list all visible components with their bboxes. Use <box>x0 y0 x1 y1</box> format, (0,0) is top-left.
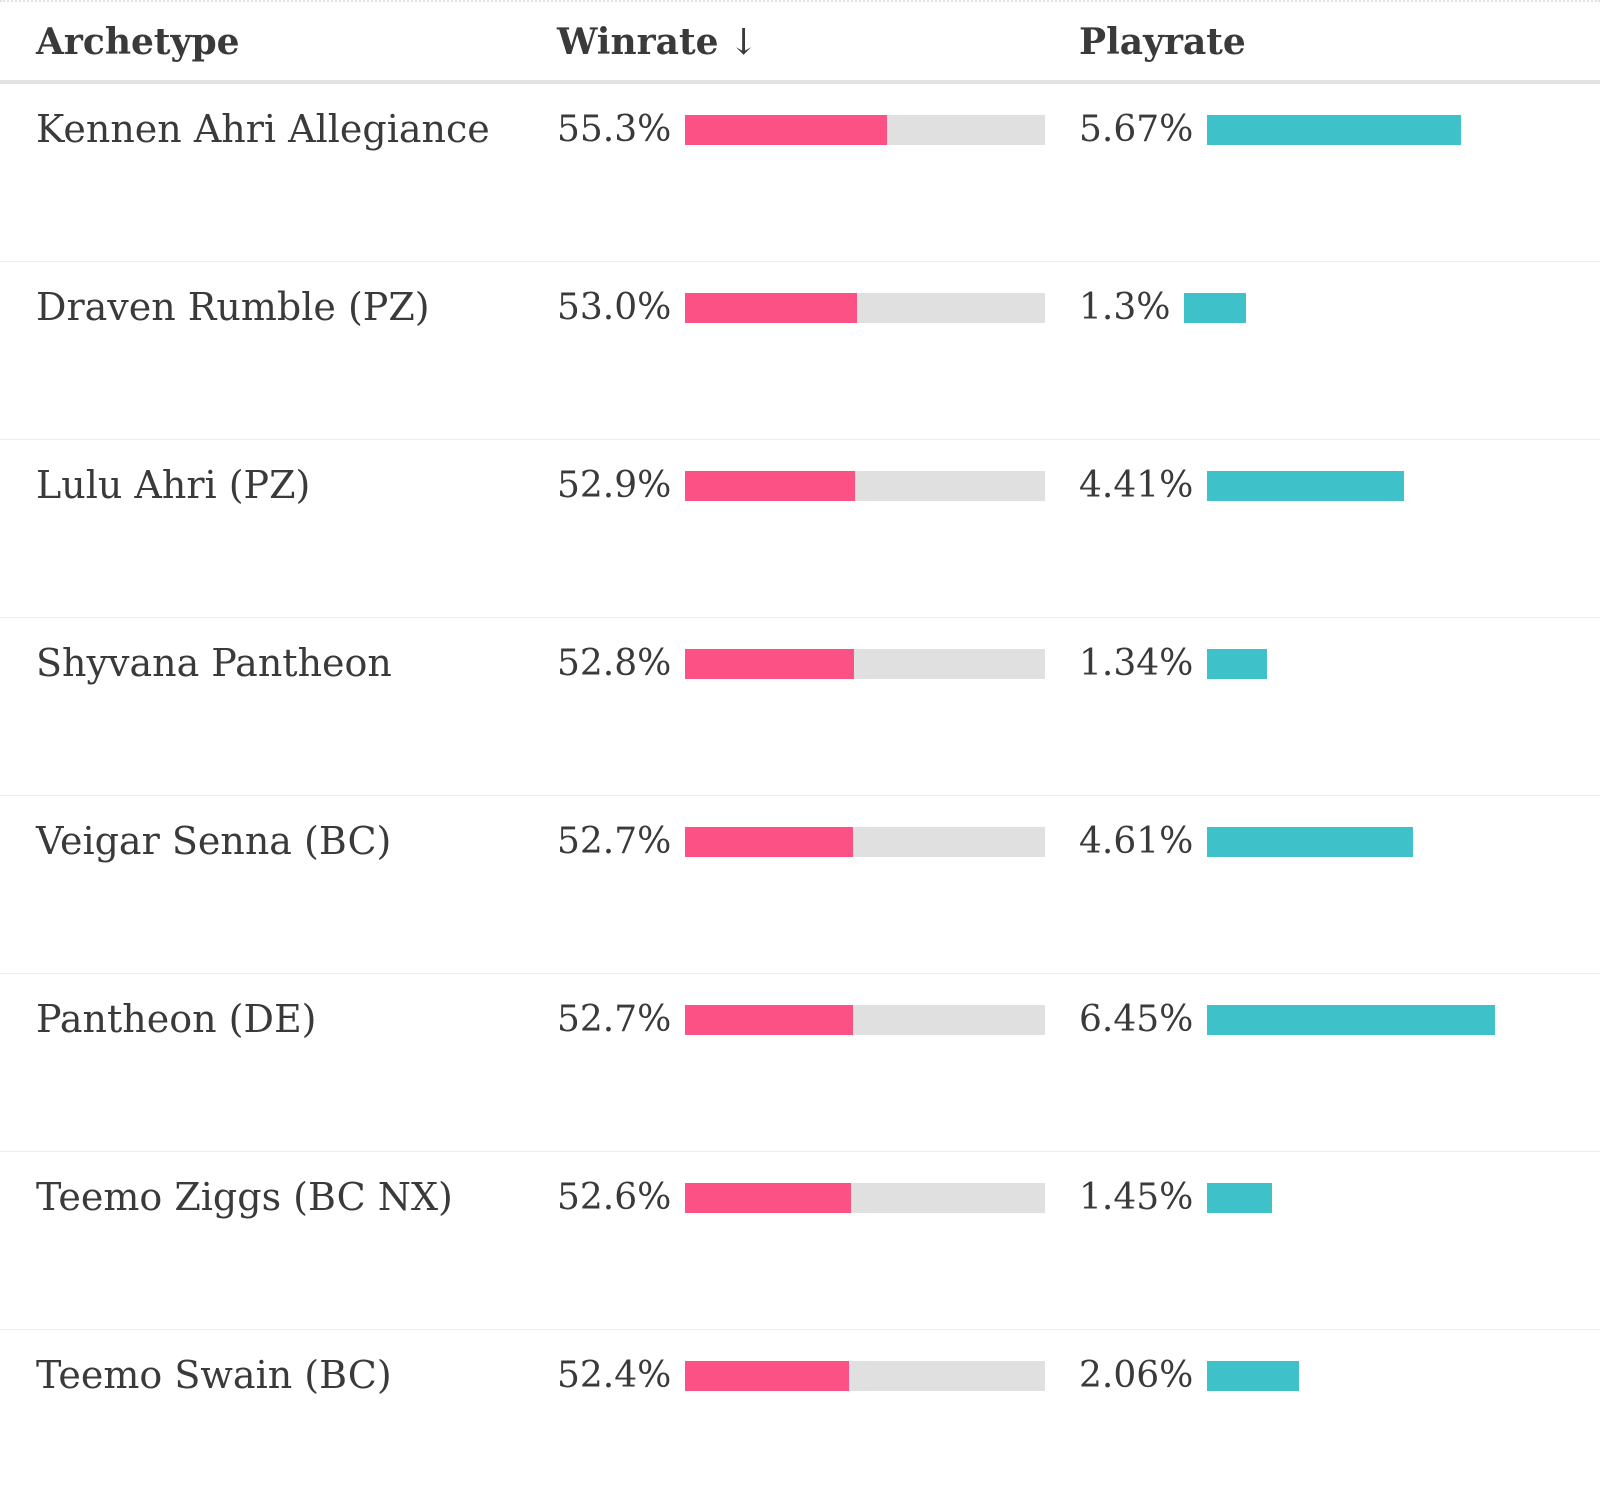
winrate-bar-fill <box>685 293 857 323</box>
playrate-value: 4.41% <box>1079 465 1194 506</box>
playrate-bar-fill <box>1184 293 1247 323</box>
winrate-cell: 52.8% <box>557 640 1045 688</box>
winrate-value: 52.6% <box>557 1177 672 1218</box>
playrate-bar-track <box>1207 1183 1579 1213</box>
playrate-cell: 6.45% <box>1079 996 1579 1044</box>
playrate-cell: 4.61% <box>1079 818 1579 866</box>
playrate-bar-fill <box>1207 1005 1496 1035</box>
winrate-value: 55.3% <box>557 109 672 150</box>
sort-descending-icon: ↓ <box>728 22 759 63</box>
playrate-bar-track <box>1207 827 1579 857</box>
winrate-bar-track <box>685 1361 1045 1391</box>
playrate-bar-track <box>1184 293 1579 323</box>
playrate-cell: 1.3% <box>1079 284 1579 332</box>
table-row[interactable]: Shyvana Pantheon 52.8% 1.34% <box>0 618 1600 796</box>
archetype-name[interactable]: Kennen Ahri Allegiance <box>36 107 490 151</box>
playrate-bar-track <box>1207 471 1579 501</box>
playrate-bar-fill <box>1207 649 1268 679</box>
winrate-cell: 52.7% <box>557 996 1045 1044</box>
table-body: Kennen Ahri Allegiance 55.3% 5.67% Draven R… <box>0 84 1600 1507</box>
top-divider <box>0 0 1600 2</box>
archetype-name[interactable]: Shyvana Pantheon <box>36 641 392 685</box>
playrate-cell: 4.41% <box>1079 462 1579 510</box>
archetype-name[interactable]: Teemo Ziggs (BC NX) <box>36 1175 453 1219</box>
winrate-cell: 53.0% <box>557 284 1045 332</box>
archetype-name[interactable]: Veigar Senna (BC) <box>36 819 392 863</box>
table-row[interactable]: Lulu Ahri (PZ) 52.9% 4.41% <box>0 440 1600 618</box>
archetype-column-header[interactable]: Archetype <box>36 21 240 63</box>
table-row[interactable]: Pantheon (DE) 52.7% 6.45% <box>0 974 1600 1152</box>
winrate-value: 52.9% <box>557 465 672 506</box>
winrate-bar-fill <box>685 1005 853 1035</box>
playrate-value: 1.34% <box>1079 643 1194 684</box>
playrate-value: 4.61% <box>1079 821 1194 862</box>
playrate-cell: 1.45% <box>1079 1174 1579 1222</box>
winrate-cell: 52.6% <box>557 1174 1045 1222</box>
archetype-name[interactable]: Draven Rumble (PZ) <box>36 285 430 329</box>
winrate-value: 52.7% <box>557 999 672 1040</box>
winrate-cell: 55.3% <box>557 106 1045 154</box>
playrate-cell: 2.06% <box>1079 1352 1579 1400</box>
winrate-bar-fill <box>685 115 887 145</box>
playrate-bar-fill <box>1207 1361 1300 1391</box>
winrate-bar-fill <box>685 649 854 679</box>
winrate-value: 52.8% <box>557 643 672 684</box>
winrate-bar-fill <box>685 471 856 501</box>
winrate-bar-track <box>685 293 1045 323</box>
playrate-column-header[interactable]: Playrate <box>1079 21 1246 63</box>
playrate-bar-fill <box>1207 827 1414 857</box>
archetype-name[interactable]: Pantheon (DE) <box>36 997 317 1041</box>
winrate-header-label: Winrate <box>557 21 719 63</box>
table-row[interactable]: Veigar Senna (BC) 52.7% 4.61% <box>0 796 1600 974</box>
playrate-bar-fill <box>1207 471 1405 501</box>
playrate-bar-fill <box>1207 115 1461 145</box>
winrate-cell: 52.9% <box>557 462 1045 510</box>
winrate-value: 53.0% <box>557 287 672 328</box>
winrate-bar-fill <box>685 827 853 857</box>
winrate-bar-track <box>685 827 1045 857</box>
table-row[interactable]: Teemo Ziggs (BC NX) 52.6% 1.45% <box>0 1152 1600 1330</box>
winrate-column-header[interactable]: Winrate ↓ <box>557 18 759 67</box>
table-row[interactable]: Kennen Ahri Allegiance 55.3% 5.67% <box>0 84 1600 262</box>
winrate-value: 52.4% <box>557 1355 672 1396</box>
archetype-name[interactable]: Teemo Swain (BC) <box>36 1353 392 1397</box>
playrate-bar-track <box>1207 1005 1579 1035</box>
table-row[interactable]: Draven Rumble (PZ) 53.0% 1.3% <box>0 262 1600 440</box>
winrate-bar-track <box>685 649 1045 679</box>
archetype-name[interactable]: Lulu Ahri (PZ) <box>36 463 311 507</box>
winrate-bar-fill <box>685 1183 852 1213</box>
winrate-bar-track <box>685 115 1045 145</box>
winrate-bar-track <box>685 1005 1045 1035</box>
playrate-cell: 5.67% <box>1079 106 1579 154</box>
table-row[interactable]: Teemo Swain (BC) 52.4% 2.06% <box>0 1330 1600 1507</box>
winrate-cell: 52.4% <box>557 1352 1045 1400</box>
table-header: Archetype Winrate ↓ Playrate <box>0 0 1600 84</box>
playrate-cell: 1.34% <box>1079 640 1579 688</box>
playrate-bar-fill <box>1207 1183 1273 1213</box>
winrate-cell: 52.7% <box>557 818 1045 866</box>
winrate-bar-fill <box>685 1361 849 1391</box>
playrate-value: 5.67% <box>1079 109 1194 150</box>
winrate-value: 52.7% <box>557 821 672 862</box>
playrate-value: 1.3% <box>1079 287 1171 328</box>
winrate-bar-track <box>685 1183 1045 1213</box>
playrate-bar-track <box>1207 1361 1579 1391</box>
winrate-bar-track <box>685 471 1045 501</box>
playrate-value: 6.45% <box>1079 999 1194 1040</box>
playrate-value: 2.06% <box>1079 1355 1194 1396</box>
playrate-value: 1.45% <box>1079 1177 1194 1218</box>
playrate-bar-track <box>1207 115 1579 145</box>
playrate-bar-track <box>1207 649 1579 679</box>
